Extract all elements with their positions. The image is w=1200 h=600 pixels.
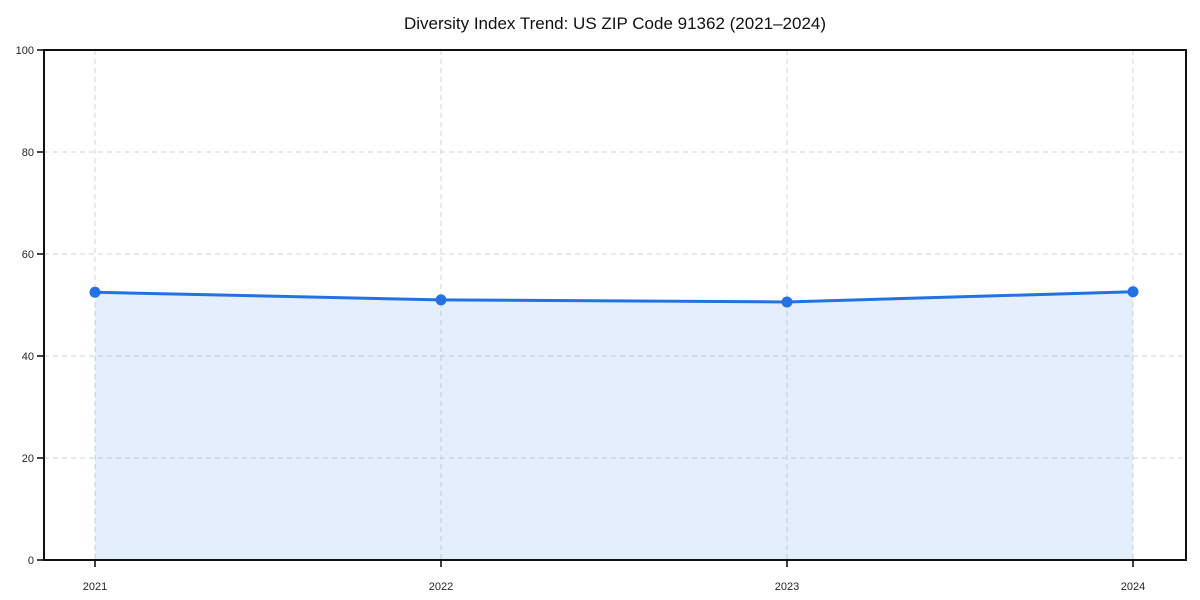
x-tick-label: 2021 bbox=[83, 581, 107, 593]
area-layer bbox=[95, 291, 1133, 560]
data-point-2023 bbox=[781, 296, 793, 308]
data-point-2022 bbox=[435, 294, 447, 306]
marker-layer bbox=[89, 286, 1139, 308]
y-tick-label: 80 bbox=[22, 147, 34, 159]
data-point-2024 bbox=[1127, 286, 1139, 298]
y-tick-label: 60 bbox=[22, 249, 34, 261]
data-point-2021 bbox=[89, 286, 101, 298]
y-tick-label: 0 bbox=[28, 555, 34, 567]
y-tick-label: 40 bbox=[22, 351, 34, 363]
y-tick-label: 100 bbox=[16, 45, 34, 57]
series-line bbox=[93, 290, 1135, 304]
chart-title: Diversity Index Trend: US ZIP Code 91362… bbox=[404, 14, 826, 33]
plot-border bbox=[43, 49, 1187, 561]
x-tick-label: 2022 bbox=[429, 581, 453, 593]
x-tick-label: 2024 bbox=[1121, 581, 1145, 593]
line-layer bbox=[93, 290, 1135, 304]
axis-layer: 0 20 40 60 80 100 2021 2022 2023 2024 bbox=[16, 45, 1187, 593]
y-tick-label: 20 bbox=[22, 453, 34, 465]
x-tick-label: 2023 bbox=[775, 581, 799, 593]
series-area-fill bbox=[95, 291, 1133, 560]
